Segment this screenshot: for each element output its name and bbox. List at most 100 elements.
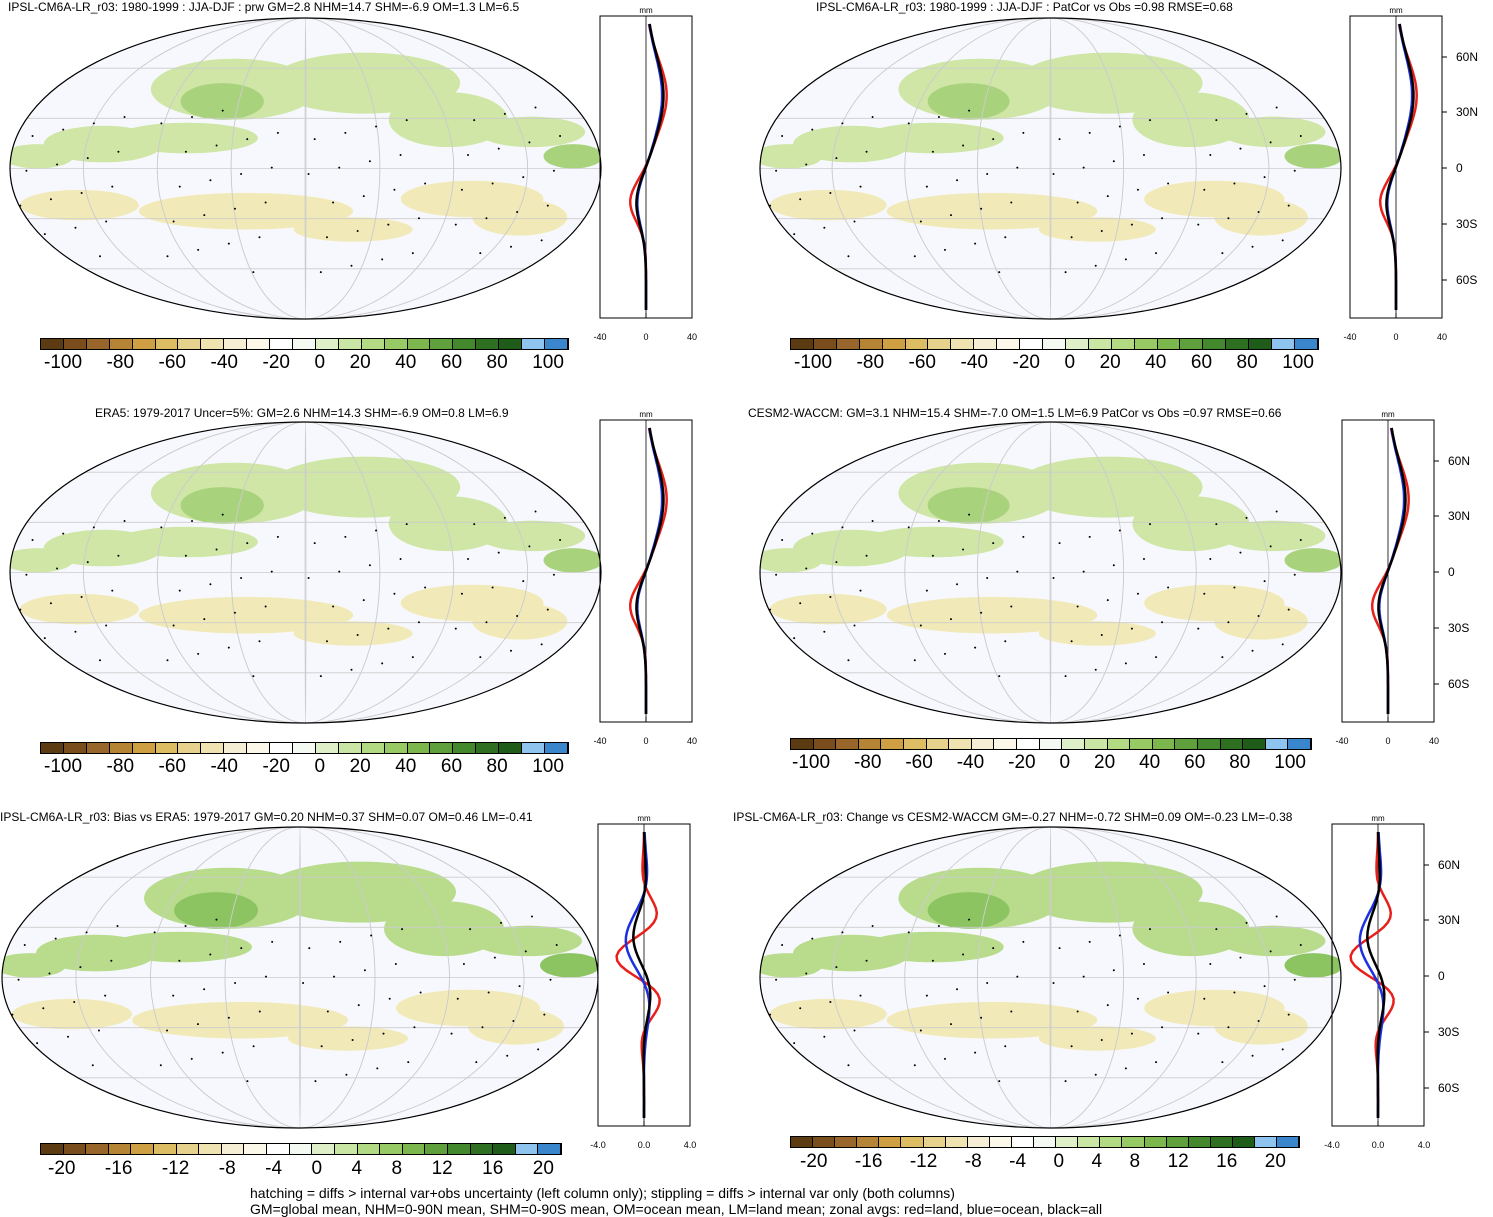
stipple-dot	[829, 1000, 832, 1003]
stipple-dot	[1149, 119, 1152, 122]
stipple-dot	[497, 551, 500, 554]
stipple-dot	[1155, 252, 1158, 255]
colorbar-labels: -100 -80 -60 -40 -20 0 20 40 60 80 100	[44, 756, 564, 778]
field-shading	[180, 83, 264, 120]
stipple-dot	[407, 1061, 410, 1064]
colorbar-swatch	[270, 339, 293, 349]
value-tick-label: 40	[1429, 736, 1439, 746]
stipple-dot	[1203, 997, 1206, 1000]
colorbar-tick-label: 80	[486, 352, 508, 373]
colorbar-tick-label: 60	[440, 352, 463, 373]
stipple-dot	[1161, 217, 1164, 220]
stipple-dot	[758, 916, 759, 918]
stipple-dot	[919, 624, 922, 627]
field-shading	[760, 953, 823, 978]
colorbar-swatch	[247, 743, 271, 753]
colorbar-swatch	[361, 743, 385, 753]
stipple-dot	[276, 535, 279, 538]
stipple-dot	[1167, 182, 1170, 185]
stipple-dot	[240, 576, 243, 579]
stipple-dot	[1149, 928, 1152, 931]
stipple-dot	[411, 656, 414, 659]
colorbar-swatch	[1243, 739, 1266, 749]
stipple-dot	[829, 191, 832, 194]
stipple-dot	[992, 947, 995, 950]
field-shading	[288, 1026, 408, 1051]
stipple-dot	[178, 959, 181, 962]
colorbar-tick-label: -20	[262, 756, 290, 777]
map-panel-2	[759, 17, 1342, 320]
field-shading	[760, 144, 823, 169]
colorbar-swatch	[1084, 739, 1108, 749]
field-shading	[927, 487, 1010, 524]
stipple-dot	[1094, 1073, 1097, 1076]
stipple-dot	[302, 981, 305, 984]
colorbar-swatch	[338, 743, 362, 753]
stipple-dot	[271, 940, 274, 943]
stipple-dot	[123, 115, 126, 118]
colorbar-tick-label: 16	[482, 1158, 504, 1179]
longitude-gridline	[976, 422, 1125, 723]
stipple-dot	[80, 191, 83, 194]
stipple-dot	[931, 150, 934, 153]
colorbar-swatch	[791, 739, 814, 749]
stipple-dot	[763, 239, 766, 242]
stipple-dot	[467, 153, 470, 156]
stipple-dot	[1245, 516, 1248, 519]
field-shading	[863, 122, 1004, 154]
stipple-dot	[865, 959, 868, 962]
colorbar-tick-label: 0	[311, 1158, 323, 1179]
colorbar-labels: -20 -16 -12 -8 -4 0 4 8 12 16 20	[48, 1158, 554, 1180]
stipple-dot	[258, 1010, 261, 1013]
stipple-dot	[1239, 956, 1242, 959]
stipple-dot	[1058, 138, 1061, 141]
colorbar-tick-label: -80	[106, 756, 135, 777]
colorbar-swatch	[407, 743, 431, 753]
stipple-dot	[74, 226, 77, 229]
colorbar-swatch	[881, 739, 905, 749]
stipple-dot	[974, 242, 977, 245]
stipple-dot	[1058, 542, 1061, 545]
stipple-dot	[411, 252, 414, 255]
stipple-dot	[25, 573, 28, 576]
colorbar-swatch	[1111, 339, 1135, 349]
colorbar-swatch	[1134, 339, 1158, 349]
colorbar-swatch	[1210, 1137, 1233, 1147]
stipple-dot	[105, 220, 108, 223]
stipple-dot	[1136, 188, 1139, 191]
stipple-dot	[1233, 991, 1236, 994]
stipple-dot	[524, 950, 527, 953]
colorbar-tick-label: -100	[792, 752, 831, 773]
stipple-dot	[332, 605, 335, 608]
stipple-dot	[382, 1032, 385, 1035]
colorbar-tick-label: -16	[104, 1158, 133, 1179]
stipple-dot	[1209, 153, 1212, 156]
stipple-dot	[1082, 166, 1085, 169]
stipple-dot	[811, 532, 814, 535]
field-shading	[769, 998, 887, 1030]
longitude-gridline	[904, 827, 1197, 1128]
stipple-dot	[1124, 258, 1127, 261]
zonal-all-curve	[632, 831, 652, 1118]
colorbar-swatch	[949, 739, 972, 749]
colorbar-tick-label: 60	[440, 756, 463, 777]
zonal-land-curve	[628, 427, 668, 714]
longitude-gridline	[156, 422, 455, 723]
stipple-dot	[85, 931, 88, 934]
colorbar-swatch	[199, 1144, 222, 1154]
stipple-dot	[1112, 969, 1115, 972]
field-shading	[19, 189, 139, 221]
colorbar-swatch	[1294, 339, 1318, 349]
stipple-dot	[473, 119, 476, 122]
stipple-dot	[49, 198, 52, 201]
stipple-dot	[339, 940, 342, 943]
field-shading	[132, 1001, 348, 1039]
stipple-dot	[793, 637, 796, 640]
stipple-dot	[1010, 201, 1013, 204]
colorbar-tick-label: -40	[210, 352, 238, 373]
stipple-dot	[1155, 1061, 1158, 1064]
stipple-dot	[344, 131, 347, 134]
colorbar-swatch	[132, 743, 156, 753]
stipple-dot	[475, 1061, 478, 1064]
lat-tick-label: 60S	[1448, 677, 1469, 691]
